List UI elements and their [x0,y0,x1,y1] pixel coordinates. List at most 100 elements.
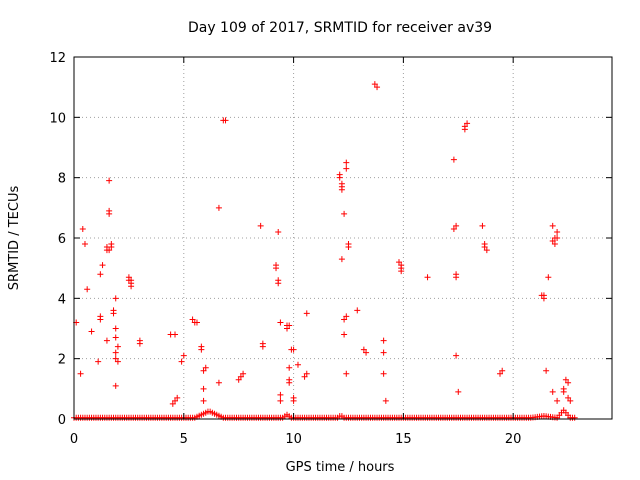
data-point [453,222,460,229]
y-tick-label: 2 [58,353,66,368]
data-point [545,274,552,281]
data-point [286,379,293,386]
data-point [481,244,488,251]
data-point [554,228,561,235]
data-point [180,352,187,359]
data-point [464,120,471,127]
chart-title: Day 109 of 2017, SRMTID for receiver av3… [188,20,492,36]
data-point [554,235,561,241]
y-tick-label: 0 [58,413,66,428]
data-point [549,388,556,395]
data-point [169,400,176,407]
data-point [106,177,113,184]
data-point [79,225,86,232]
data-point [114,343,121,350]
data-point [345,244,352,251]
data-point [343,370,350,377]
x-tick-label: 15 [395,432,412,447]
data-point [380,370,387,377]
data-point [84,286,91,293]
data-point [301,373,308,380]
data-point [398,268,405,275]
data-point [483,247,490,254]
data-point [286,322,293,329]
data-point [549,238,556,245]
data-point [363,349,370,356]
data-point [338,186,345,193]
data-point [193,319,200,326]
y-tick-label: 4 [58,292,66,307]
data-point [294,361,301,368]
data-point [99,262,106,269]
data-point [338,256,345,263]
data-point [374,84,381,91]
data-point [202,364,209,371]
data-point [200,367,207,374]
data-point [275,280,282,287]
x-tick-label: 10 [285,432,302,447]
data-point [103,337,110,344]
data-point [549,222,556,229]
data-point [106,207,113,214]
data-point [284,325,291,332]
y-axis-label: SRMTID / TECUs [7,186,22,291]
data-point [200,385,207,392]
data-point [453,352,460,359]
data-point [136,337,143,344]
data-point [336,174,343,181]
data-point [455,388,462,395]
y-tick-label: 6 [58,232,66,247]
data-point [540,292,547,299]
grid-lines [74,57,612,419]
data-point [277,319,284,326]
data-point [382,397,389,404]
data-point [215,204,222,211]
data-point [112,355,119,362]
data-point [554,397,561,404]
data-point [222,117,229,124]
data-point [198,346,205,353]
data-point [360,346,367,353]
data-point [395,259,402,266]
x-tick-label: 20 [505,432,522,447]
data-point [567,397,574,404]
data-point [112,334,119,341]
x-tick-label: 0 [70,432,78,447]
data-point [341,210,348,217]
data-point [343,159,350,166]
data-point [237,373,244,380]
data-point [565,379,572,386]
data-point [424,274,431,281]
data-point [97,313,104,320]
data-point [172,331,179,338]
data-point [380,337,387,344]
data-point [240,370,247,377]
data-point [108,241,115,248]
data-point [174,394,181,401]
data-point [303,310,310,317]
data-point [235,376,242,383]
data-point [450,156,457,163]
axis-ticks: 0 2 4 6 8 10 12 0 5 10 15 20 [49,51,612,447]
x-axis-label: GPS time / hours [286,460,395,475]
data-point [290,397,297,404]
y-tick-label: 10 [49,111,66,126]
data-point [259,343,266,350]
data-point [273,265,280,272]
data-point [97,271,104,278]
data-point [112,295,119,302]
data-point [88,328,95,335]
y-tick-label: 12 [49,51,66,66]
data-point [343,165,350,172]
data-point [112,349,119,356]
y-tick-label: 8 [58,172,66,187]
data-point [341,316,348,323]
data-point [77,370,84,377]
data-point [110,307,117,314]
data-point [215,379,222,386]
data-point [354,307,361,314]
data-point [277,397,284,404]
data-point [257,222,264,229]
data-point [172,397,179,404]
data-point [128,283,135,290]
